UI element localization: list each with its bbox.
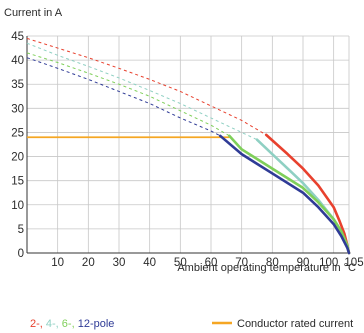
series-curve-12-pole bbox=[218, 134, 351, 255]
legend-reference-label: Conductor rated current bbox=[237, 318, 353, 330]
x-tick-label: 90 bbox=[297, 257, 310, 269]
y-tick-label: 35 bbox=[11, 79, 24, 91]
series-dashed-12-pole bbox=[26, 57, 221, 137]
x-tick-label: 60 bbox=[205, 257, 218, 269]
y-tick-label: 0 bbox=[18, 248, 24, 260]
pole-legend-part: 6-, bbox=[59, 318, 75, 330]
x-tick-label: 10 bbox=[51, 257, 64, 269]
series-lines bbox=[26, 37, 351, 255]
y-tick-label: 45 bbox=[11, 31, 24, 43]
series-curve-6-pole bbox=[228, 134, 351, 255]
y-axis-label: Current in A bbox=[4, 7, 63, 19]
legend: 2-, 4-, 6-, 12-pole Conductor rated curr… bbox=[30, 318, 353, 330]
y-tick-label: 15 bbox=[11, 176, 24, 188]
tick-labels: 0 5 10 15 20 25 30 35 40 45 10 20 30 40 50 60 70 80 90 100 1… bbox=[11, 31, 363, 269]
y-tick-label: 30 bbox=[11, 103, 24, 115]
y-tick-label: 5 bbox=[18, 224, 24, 236]
y-tick-label: 20 bbox=[11, 152, 24, 164]
pole-legend: 2-, 4-, 6-, 12-pole bbox=[30, 318, 114, 330]
x-tick-label: 105 bbox=[344, 257, 363, 269]
pole-legend-part: 4-, bbox=[43, 318, 59, 330]
pole-legend-part: 2-, bbox=[30, 318, 43, 330]
series-dashed-2-pole bbox=[26, 37, 267, 136]
y-tick-label: 40 bbox=[11, 55, 24, 67]
series-dashed-4-pole bbox=[26, 42, 258, 141]
grid bbox=[27, 35, 350, 253]
axes bbox=[26, 36, 349, 254]
y-tick-label: 10 bbox=[11, 200, 24, 212]
x-tick-label: 20 bbox=[82, 257, 95, 269]
x-tick-label: 40 bbox=[143, 257, 156, 269]
x-tick-label: 100 bbox=[319, 257, 338, 269]
series-dashed-6-pole bbox=[26, 52, 230, 137]
x-tick-label: 80 bbox=[266, 257, 279, 269]
x-tick-label: 30 bbox=[113, 257, 126, 269]
x-tick-label: 70 bbox=[235, 257, 248, 269]
x-tick-label: 50 bbox=[174, 257, 187, 269]
y-tick-label: 25 bbox=[11, 127, 24, 139]
pole-legend-part: 12-pole bbox=[75, 318, 115, 330]
x-axis-label: Ambient operating temperature in °C bbox=[177, 262, 356, 274]
